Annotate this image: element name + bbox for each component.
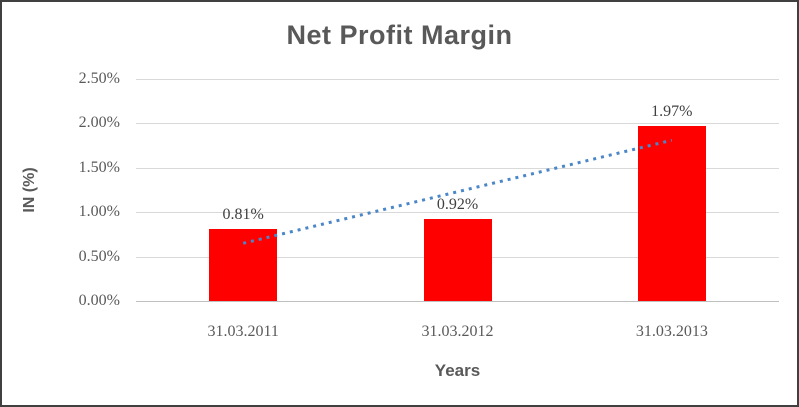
x-axis-line [136, 301, 779, 302]
x-tick-label: 31.03.2011 [207, 323, 279, 340]
y-tick-label: 0.50% [78, 247, 120, 265]
data-label: 0.92% [436, 196, 479, 214]
x-tick-label: 31.03.2013 [635, 323, 708, 340]
y-tick-label: 1.00% [78, 203, 120, 221]
y-tick-label: 0.00% [78, 292, 120, 309]
x-axis-tick-labels: 31.03.2011 31.03.2012 31.03.2013 [136, 323, 779, 343]
y-tick-label: 1.50% [78, 158, 120, 176]
gridline [136, 212, 779, 214]
gridline [136, 167, 779, 169]
chart-title: Net Profit Margin [286, 20, 513, 50]
data-label: 0.81% [222, 206, 264, 224]
x-tick-label: 31.03.2012 [421, 323, 494, 340]
trendline [242, 138, 673, 245]
bar-31.03.2011 [209, 229, 278, 301]
bar-31.03.2013 [637, 126, 706, 301]
y-axis-tick-labels: 0.00% 0.50% 1.00% 1.50% 2.00% 2.50% [2, 70, 120, 309]
y-tick-label: 2.50% [78, 70, 120, 87]
plot-area: 0.81% 0.92% 1.97% [136, 79, 779, 302]
gridline [136, 79, 779, 80]
x-axis-title: Years [434, 361, 481, 380]
bar-31.03.2012 [423, 219, 492, 301]
y-tick-label: 2.00% [78, 114, 120, 132]
gridline [136, 123, 779, 125]
data-label: 1.97% [651, 103, 693, 121]
